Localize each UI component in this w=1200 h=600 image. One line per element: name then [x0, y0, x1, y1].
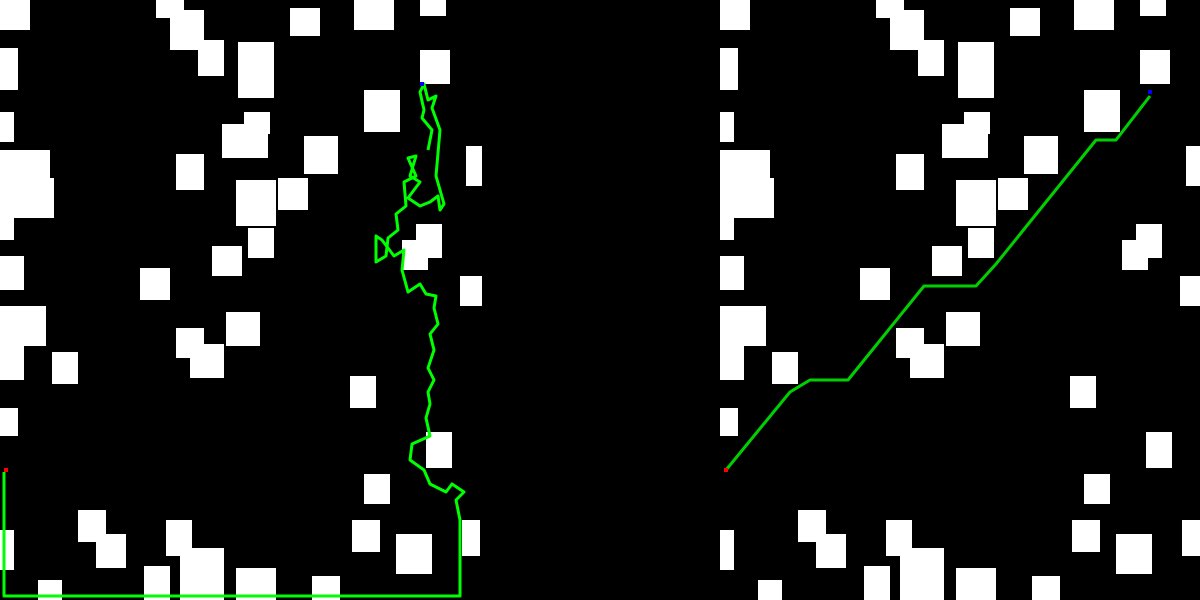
- right-panel-smoothed-path: [720, 0, 1200, 600]
- obstacle: [720, 346, 744, 380]
- start-marker: [4, 468, 8, 472]
- obstacle: [1140, 0, 1166, 16]
- obstacle: [0, 48, 18, 90]
- obstacle: [720, 178, 734, 240]
- obstacle: [734, 178, 774, 218]
- obstacle: [720, 530, 734, 570]
- obstacle: [1180, 276, 1200, 306]
- obstacle: [956, 568, 996, 600]
- raw-search-path: [2, 82, 466, 598]
- obstacle: [426, 432, 452, 468]
- obstacle: [1186, 146, 1200, 186]
- obstacle: [1074, 0, 1114, 30]
- obstacle: [0, 306, 46, 346]
- obstacle: [720, 150, 770, 180]
- obstacle: [1010, 8, 1040, 36]
- obstacle: [0, 178, 14, 240]
- obstacle: [910, 344, 944, 378]
- obstacle: [956, 180, 996, 226]
- obstacle: [918, 40, 944, 76]
- obstacle: [1084, 474, 1110, 504]
- obstacle: [402, 240, 428, 270]
- obstacle: [14, 178, 54, 218]
- obstacle: [248, 228, 274, 258]
- obstacle: [896, 154, 924, 190]
- obstacle: [0, 0, 30, 30]
- obstacle: [96, 534, 126, 568]
- obstacle: [0, 150, 50, 180]
- obstacle: [460, 276, 482, 306]
- obstacle: [198, 40, 224, 76]
- left-panel-raw-path: [0, 0, 482, 600]
- obstacle: [0, 346, 24, 380]
- obstacle: [1122, 240, 1148, 270]
- obstacle: [290, 8, 320, 36]
- obstacle: [140, 268, 170, 300]
- start-marker: [724, 468, 728, 472]
- obstacle: [1116, 534, 1152, 574]
- obstacle: [1024, 136, 1058, 174]
- obstacle: [352, 520, 380, 552]
- obstacle: [720, 306, 766, 346]
- obstacle: [236, 180, 276, 226]
- obstacle: [720, 256, 744, 290]
- obstacle: [958, 42, 994, 98]
- right-obstacles: [720, 0, 1200, 600]
- obstacle: [1182, 520, 1200, 556]
- obstacle: [720, 0, 750, 30]
- obstacle: [816, 534, 846, 568]
- obstacle: [304, 136, 338, 174]
- obstacle: [860, 268, 890, 300]
- obstacle: [758, 580, 782, 600]
- obstacle: [52, 352, 78, 384]
- obstacle: [190, 344, 224, 378]
- obstacle: [720, 48, 738, 90]
- obstacle: [462, 520, 480, 556]
- obstacle: [364, 474, 390, 504]
- obstacle: [226, 312, 260, 346]
- obstacle: [0, 530, 14, 570]
- obstacle: [396, 534, 432, 574]
- obstacle: [0, 408, 18, 436]
- obstacle: [1146, 432, 1172, 468]
- obstacle: [420, 50, 450, 84]
- goal-marker: [420, 82, 424, 86]
- smoothed-path: [724, 95, 1152, 471]
- obstacle: [212, 246, 242, 276]
- obstacle: [964, 112, 990, 134]
- obstacle: [720, 408, 738, 436]
- obstacle: [1032, 576, 1060, 600]
- obstacle: [176, 154, 204, 190]
- obstacle: [772, 352, 798, 384]
- obstacle: [720, 112, 734, 142]
- obstacle: [238, 42, 274, 98]
- left-obstacles: [0, 0, 482, 600]
- goal-marker: [1148, 90, 1152, 94]
- obstacle: [180, 548, 224, 600]
- obstacle: [864, 566, 890, 600]
- obstacle: [1070, 376, 1096, 408]
- obstacle: [364, 90, 400, 132]
- obstacle: [466, 146, 482, 186]
- obstacle: [350, 376, 376, 408]
- obstacle: [932, 246, 962, 276]
- obstacle: [968, 228, 994, 258]
- obstacle: [0, 112, 14, 142]
- obstacle: [354, 0, 394, 30]
- obstacle: [1084, 90, 1120, 132]
- obstacle: [998, 178, 1028, 210]
- obstacle: [144, 566, 170, 600]
- obstacle: [1140, 50, 1170, 84]
- obstacle: [244, 112, 270, 134]
- obstacle: [0, 256, 24, 290]
- obstacle: [900, 548, 944, 600]
- obstacle: [946, 312, 980, 346]
- obstacle: [278, 178, 308, 210]
- obstacle: [1072, 520, 1100, 552]
- obstacle: [420, 0, 446, 16]
